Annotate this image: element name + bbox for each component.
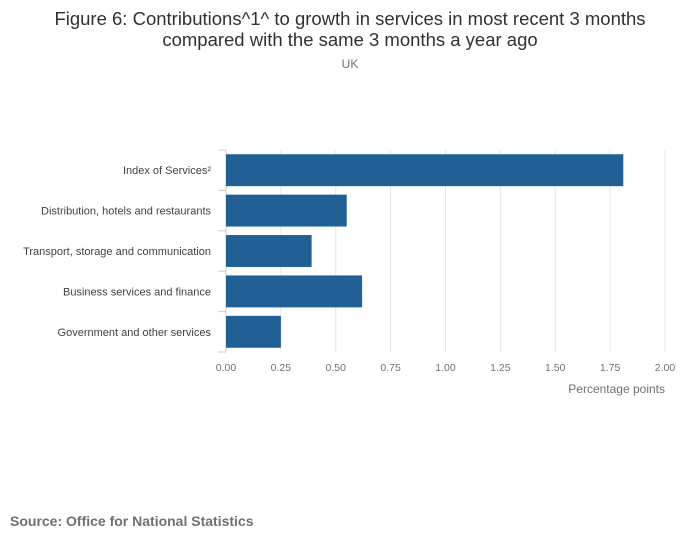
category-labels: Index of Services² Distribution, hotels a… [23,165,211,339]
x-tick-label: 1.00 [435,362,456,374]
x-axis-title: Percentage points [568,382,665,396]
category-label: Business services and finance [63,286,211,298]
category-label: Index of Services² [123,165,211,177]
x-tick-label: 1.50 [545,362,566,374]
source-note: Source: Office for National Statistics [10,513,254,529]
x-tick-label: 1.75 [600,362,621,374]
bars [226,154,624,348]
x-tick-label: 0.75 [380,362,401,374]
x-tick-label: 0.00 [216,362,237,374]
bar [226,194,347,227]
bar [226,315,281,348]
category-label: Government and other services [58,327,212,339]
category-label: Distribution, hotels and restaurants [41,206,211,218]
chart-subtitle: UK [341,57,359,71]
bar [226,154,624,187]
x-tick-label: 2.00 [655,362,676,374]
chart-title: Figure 6: Contributions^1^ to growth in … [54,8,646,50]
bar [226,275,363,308]
x-tick-label: 0.25 [271,362,292,374]
bar [226,235,312,267]
x-tick-label: 0.50 [326,362,347,374]
x-axis-ticks: 0.00 0.25 0.50 0.75 1.00 1.25 1.50 1.75 2.00 [216,362,676,374]
category-label: Transport, storage and communication [23,246,211,258]
x-tick-label: 1.25 [490,362,511,374]
